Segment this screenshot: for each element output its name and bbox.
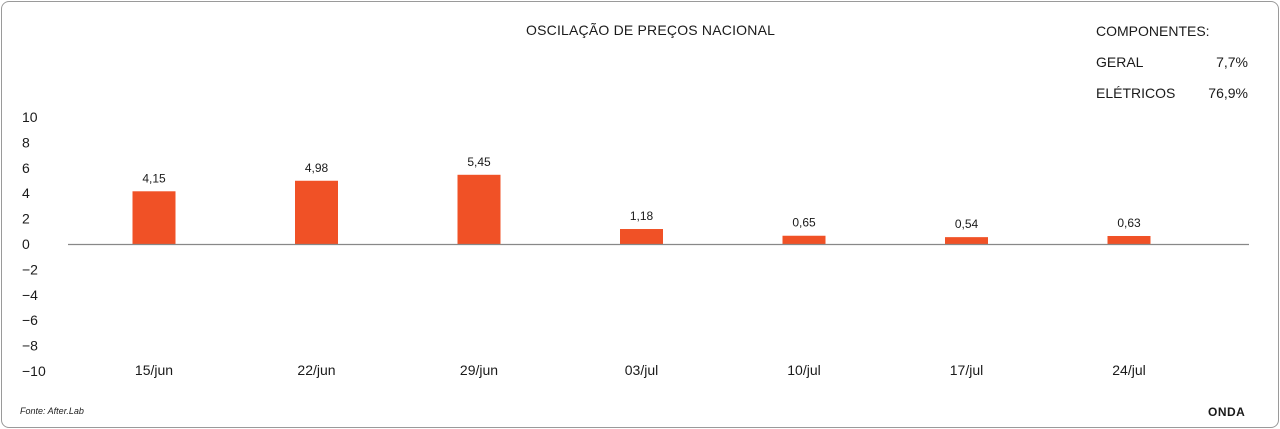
component-value: 7,7%	[1216, 54, 1248, 70]
y-tick-label: −10	[22, 363, 46, 379]
x-tick-label: 29/jun	[460, 362, 498, 378]
y-tick-label: 2	[22, 211, 30, 227]
bar	[782, 235, 826, 244]
y-tick-label: 4	[22, 185, 30, 201]
x-tick-label: 24/jul	[1112, 362, 1145, 378]
x-tick-label: 03/jul	[625, 362, 658, 378]
data-label: 4,98	[305, 161, 329, 175]
x-tick-label: 22/jun	[297, 362, 335, 378]
source-note: Fonte: After.Lab	[20, 406, 84, 416]
y-tick-label: 10	[22, 109, 38, 125]
bar	[457, 174, 501, 244]
bar	[1107, 235, 1151, 244]
y-tick-label: −2	[22, 261, 38, 277]
component-value: 76,9%	[1208, 85, 1248, 101]
x-tick-label: 17/jul	[950, 362, 983, 378]
data-label: 5,45	[467, 155, 491, 169]
component-row-geral: GERAL 7,7%	[1096, 54, 1248, 85]
y-tick-label: 6	[22, 160, 30, 176]
data-label: 0,54	[955, 217, 979, 231]
bar	[295, 180, 338, 244]
brand-logo: ONDA	[1208, 405, 1246, 419]
x-tick-label: 15/jun	[135, 362, 173, 378]
y-tick-label: 8	[22, 134, 30, 150]
bar	[945, 237, 988, 244]
y-tick-label: −6	[22, 312, 38, 328]
component-row-eletricos: ELÉTRICOS 76,9%	[1096, 85, 1248, 116]
y-tick-label: 0	[22, 236, 30, 252]
chart-title: OSCILAÇÃO DE PREÇOS NACIONAL	[526, 22, 776, 38]
components-panel: COMPONENTES: GERAL 7,7% ELÉTRICOS 76,9%	[1096, 23, 1248, 116]
data-label: 0,63	[1117, 216, 1141, 230]
components-heading: COMPONENTES:	[1096, 23, 1210, 39]
component-label: GERAL	[1096, 54, 1144, 70]
data-label: 1,18	[630, 209, 654, 223]
component-label: ELÉTRICOS	[1096, 85, 1176, 101]
data-label: 4,15	[142, 171, 166, 185]
bar	[620, 229, 663, 244]
y-tick-label: −8	[22, 338, 38, 354]
bar	[132, 191, 176, 244]
data-label: 0,65	[792, 216, 816, 230]
x-tick-label: 10/jul	[787, 362, 820, 378]
y-tick-label: −4	[22, 287, 38, 303]
